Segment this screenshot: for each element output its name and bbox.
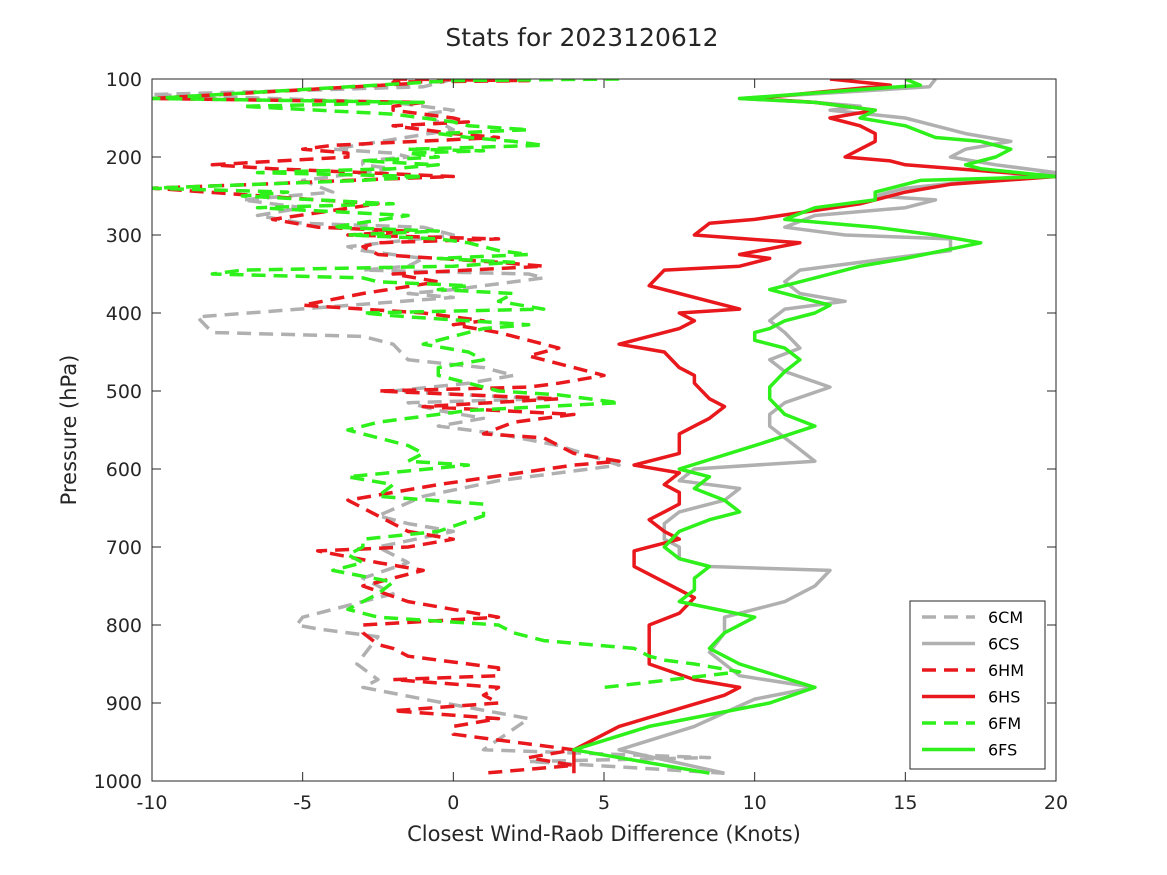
ticks-layer: -10 -5 0 5 10 15 20 100 200 300 400 500 600 700 800 900… [94, 69, 1068, 814]
chart-title: Stats for 2023120612 [445, 23, 718, 52]
y-tick-label: 100 [106, 69, 142, 91]
x-tick-label: 10 [743, 792, 767, 814]
series-layer [152, 79, 1056, 775]
y-tick-label: 200 [106, 147, 142, 169]
legend-label-6fs: 6FS [988, 741, 1017, 760]
y-tick-label: 800 [106, 615, 142, 637]
y-tick-label: 700 [106, 537, 142, 559]
legend-label-6hm: 6HM [988, 661, 1024, 680]
series-line-6fs [572, 79, 1056, 775]
legend-label-6cs: 6CS [988, 635, 1020, 654]
x-tick-label: 5 [598, 792, 610, 814]
y-tick-label: 300 [106, 225, 142, 247]
y-tick-label: 900 [106, 693, 142, 715]
y-tick-label: 1000 [94, 771, 142, 793]
y-tick-label: 400 [106, 303, 142, 325]
series-line-6hm [152, 79, 621, 775]
y-axis-label: Pressure (hPa) [57, 355, 81, 506]
x-tick-label: 15 [893, 792, 917, 814]
legend-label-6fm: 6FM [988, 714, 1021, 733]
legend-label-6cm: 6CM [988, 608, 1023, 627]
series-line-6hs [572, 79, 1056, 774]
legend-label-6hs: 6HS [988, 688, 1020, 707]
x-tick-label: 20 [1044, 792, 1068, 814]
x-tick-label: -5 [293, 792, 312, 814]
y-tick-label: 600 [106, 459, 142, 481]
plot-area: -10 -5 0 5 10 15 20 100 200 300 400 500 600 700 800 900… [94, 69, 1068, 814]
series-line-6fm [152, 79, 742, 690]
legend-items: 6CM 6CS 6HM 6HS 6FM 6FS [922, 608, 1024, 760]
x-axis-label: Closest Wind-Raob Difference (Knots) [407, 822, 801, 846]
legend-box [909, 600, 1046, 770]
series-line-6cm [152, 79, 725, 775]
x-tick-label: -10 [136, 792, 167, 814]
legend: 6CM 6CS 6HM 6HS 6FM 6FS [909, 600, 1046, 770]
x-tick-label: 0 [447, 792, 459, 814]
y-tick-label: 500 [106, 381, 142, 403]
series-line-6cs [617, 79, 1056, 775]
